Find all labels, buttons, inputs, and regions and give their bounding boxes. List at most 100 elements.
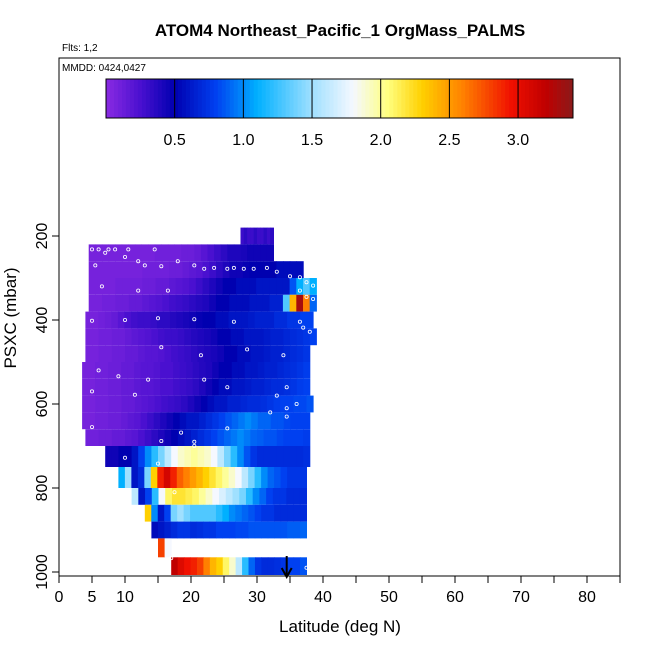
x-tick-label: 40 [314, 589, 332, 606]
heatmap-cell [263, 345, 271, 362]
sample-point [123, 317, 128, 322]
colorbar-segment [385, 79, 390, 118]
heatmap-cell [88, 412, 96, 430]
heatmap-cell [303, 294, 311, 312]
heatmap-cell [187, 395, 195, 413]
sample-point [152, 247, 157, 252]
heatmap-cell [222, 467, 230, 488]
heatmap-cell [228, 467, 236, 488]
heatmap-cell [235, 521, 243, 539]
heatmap-cell [238, 378, 246, 396]
heatmap-cell [134, 244, 142, 262]
heatmap-cell [252, 488, 260, 505]
heatmap-cell [296, 278, 304, 295]
heatmap-cell [144, 345, 152, 362]
heatmap-cell [272, 488, 281, 505]
heatmap-cell [293, 467, 301, 488]
heatmap-cell [253, 244, 261, 262]
sample-point [307, 329, 312, 334]
heatmap-cell [142, 261, 150, 278]
heatmap-cell [101, 412, 109, 430]
heatmap-cell [184, 557, 192, 575]
heatmap-cell [229, 557, 237, 575]
heatmap-cell [95, 378, 103, 396]
colorbar-segment [125, 79, 131, 118]
heatmap-cell [138, 446, 146, 467]
heatmap-cell [95, 362, 103, 379]
colorbar-segment [489, 79, 494, 118]
sample-point [297, 319, 302, 324]
colorbar-tick-label: 2.0 [370, 132, 392, 149]
heatmap-cell [282, 278, 291, 295]
heatmap-cell [202, 278, 210, 295]
heatmap-cell [85, 311, 93, 329]
sample-point [90, 318, 95, 323]
heatmap-cell [171, 345, 179, 362]
colorbar-segment [553, 79, 558, 118]
colorbar-segment [493, 79, 498, 118]
sample-point [169, 556, 174, 561]
sample-point [304, 565, 309, 570]
heatmap-cell [150, 467, 158, 488]
heatmap-cell [254, 311, 262, 329]
heatmap-cell [177, 345, 185, 362]
heatmap-cell [242, 278, 250, 295]
heatmap-cell [233, 395, 241, 413]
colorbar-segment [481, 79, 486, 118]
heatmap-cell [156, 311, 164, 329]
heatmap-cell [186, 378, 194, 396]
heatmap-cell [250, 446, 258, 467]
heatmap-cell [229, 278, 237, 295]
heatmap-cell [209, 504, 217, 522]
heatmap-cell [276, 345, 284, 362]
heatmap-cell [131, 429, 139, 446]
heatmap-cell [85, 345, 93, 362]
heatmap-cell [220, 244, 228, 262]
heatmap-cell [134, 395, 142, 413]
colorbar-segment [285, 79, 291, 118]
heatmap-cell [267, 557, 275, 575]
heatmap-cell [102, 278, 110, 295]
heatmap-cell [108, 294, 116, 312]
heatmap-cell [283, 345, 291, 362]
heatmap-cell [231, 362, 239, 379]
heatmap-cell [257, 378, 265, 396]
sample-point [225, 385, 230, 390]
heatmap-cell [204, 345, 212, 362]
heatmap-cell [166, 362, 174, 379]
colorbar-segment [517, 79, 522, 118]
heatmap-cell [158, 538, 166, 558]
heatmap-cell [300, 467, 307, 488]
heatmap-cell [134, 412, 142, 430]
heatmap-cell [182, 261, 190, 278]
heatmap-cell [105, 429, 113, 446]
colorbar-segment [169, 79, 175, 118]
y-axis: 200 400 600 800 1000 [34, 223, 59, 590]
colorbar-segment [477, 79, 482, 118]
heatmap-cell [95, 412, 103, 430]
colorbar-segment [353, 79, 358, 118]
heatmap-cell [108, 362, 116, 379]
heatmap-cell [309, 294, 317, 312]
x-tick-label: 80 [578, 589, 596, 606]
heatmap-cell [303, 345, 311, 362]
heatmap-cell [127, 362, 135, 379]
heatmap-cell [197, 446, 205, 467]
heatmap-cell [257, 446, 265, 467]
heatmap-cell [153, 378, 161, 396]
heatmap-cell [177, 557, 185, 575]
colorbar-segment [417, 79, 422, 118]
heatmap-cell [164, 446, 172, 467]
heatmap-cell [261, 467, 269, 488]
heatmap-cell [148, 294, 157, 312]
heatmap-cell [108, 395, 116, 413]
heatmap-cell [274, 504, 282, 522]
heatmap-cell [309, 328, 317, 346]
sample-point [311, 296, 316, 301]
heatmap-cell [209, 294, 217, 312]
colorbar-segment [449, 79, 454, 118]
heatmap-cell [190, 504, 198, 522]
heatmap-cell [276, 328, 284, 346]
colorbar-segment [341, 79, 346, 118]
heatmap-cell [215, 467, 223, 488]
